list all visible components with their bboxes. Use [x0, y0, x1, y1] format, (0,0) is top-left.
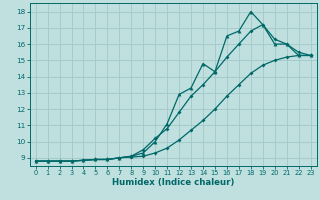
X-axis label: Humidex (Indice chaleur): Humidex (Indice chaleur) [112, 178, 234, 187]
